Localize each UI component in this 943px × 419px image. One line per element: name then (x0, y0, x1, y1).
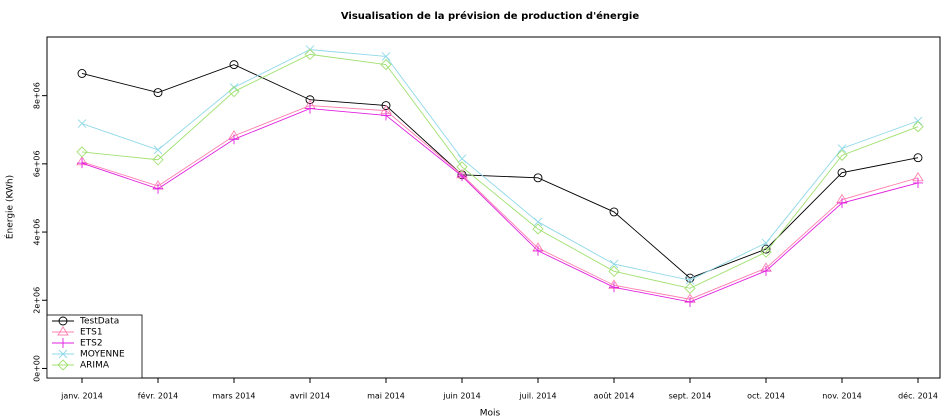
marker (609, 207, 619, 217)
x-tick-label: juil. 2014 (518, 392, 556, 401)
x-tick-label: juin 2014 (442, 392, 481, 401)
legend-label: MOYENNE (80, 350, 125, 360)
marker (533, 217, 543, 227)
marker (229, 60, 239, 70)
series-line (81, 53, 919, 289)
marker (913, 177, 923, 188)
chart-title: Visualisation de la prévision de product… (341, 10, 639, 22)
marker (153, 88, 163, 98)
marker (836, 149, 848, 161)
marker (684, 282, 696, 294)
marker (380, 58, 392, 71)
marker (913, 153, 923, 163)
marker (228, 85, 240, 98)
marker (457, 154, 467, 164)
marker (77, 158, 87, 169)
marker (76, 146, 88, 158)
marker (58, 338, 68, 348)
x-tick-label: mars 2014 (212, 392, 255, 401)
marker (609, 259, 619, 269)
marker (837, 168, 847, 178)
marker (304, 48, 316, 61)
marker (609, 282, 619, 293)
y-tick-label: 0e+00 (33, 355, 42, 382)
x-tick-label: avril 2014 (290, 392, 330, 401)
x-tick-label: oct. 2014 (747, 392, 785, 401)
x-tick-label: janv. 2014 (60, 392, 103, 401)
marker (305, 103, 315, 114)
marker (381, 52, 391, 61)
marker (77, 69, 87, 78)
marker (533, 173, 543, 183)
marker (229, 134, 239, 145)
marker (761, 265, 771, 276)
y-tick-label: 2e+06 (33, 287, 42, 314)
marker (608, 265, 620, 277)
marker (153, 183, 163, 194)
x-tick-label: déc. 2014 (898, 391, 938, 401)
marker (58, 349, 68, 359)
marker (913, 116, 923, 126)
legend-label: ARIMA (80, 361, 110, 371)
y-tick-label: 4e+06 (33, 219, 42, 246)
series-line (81, 108, 919, 303)
marker (77, 119, 87, 128)
x-tick-label: sept. 2014 (669, 392, 712, 401)
marker (57, 359, 69, 371)
marker (381, 101, 391, 110)
marker (685, 275, 695, 285)
marker (761, 244, 771, 254)
legend-label: ETS2 (80, 339, 103, 349)
series-line (81, 105, 919, 300)
x-tick-label: févr. 2014 (138, 391, 178, 401)
y-tick-label: 8e+06 (33, 82, 42, 109)
marker (837, 198, 847, 209)
marker (57, 326, 69, 336)
marker (685, 296, 695, 307)
series-line (81, 64, 919, 279)
marker (457, 171, 467, 182)
marker (456, 161, 468, 173)
marker (532, 223, 544, 235)
x-axis-label: Mois (480, 409, 501, 419)
x-tick-label: nov. 2014 (822, 392, 862, 401)
marker (912, 121, 924, 133)
marker (153, 145, 163, 155)
x-tick-label: mai 2014 (367, 392, 405, 401)
marker (152, 154, 164, 166)
marker (761, 238, 771, 248)
marker (381, 110, 391, 121)
marker (837, 144, 847, 153)
legend-label: ETS1 (80, 328, 103, 338)
marker (58, 316, 68, 326)
marker (533, 245, 543, 256)
x-tick-label: août 2014 (594, 392, 635, 401)
y-axis-label: Énergie (KWh) (4, 175, 16, 239)
series-line (81, 49, 919, 281)
legend-label: TestData (79, 317, 119, 327)
y-tick-label: 6e+06 (33, 150, 42, 177)
marker (760, 246, 772, 258)
plot-frame (46, 36, 941, 379)
